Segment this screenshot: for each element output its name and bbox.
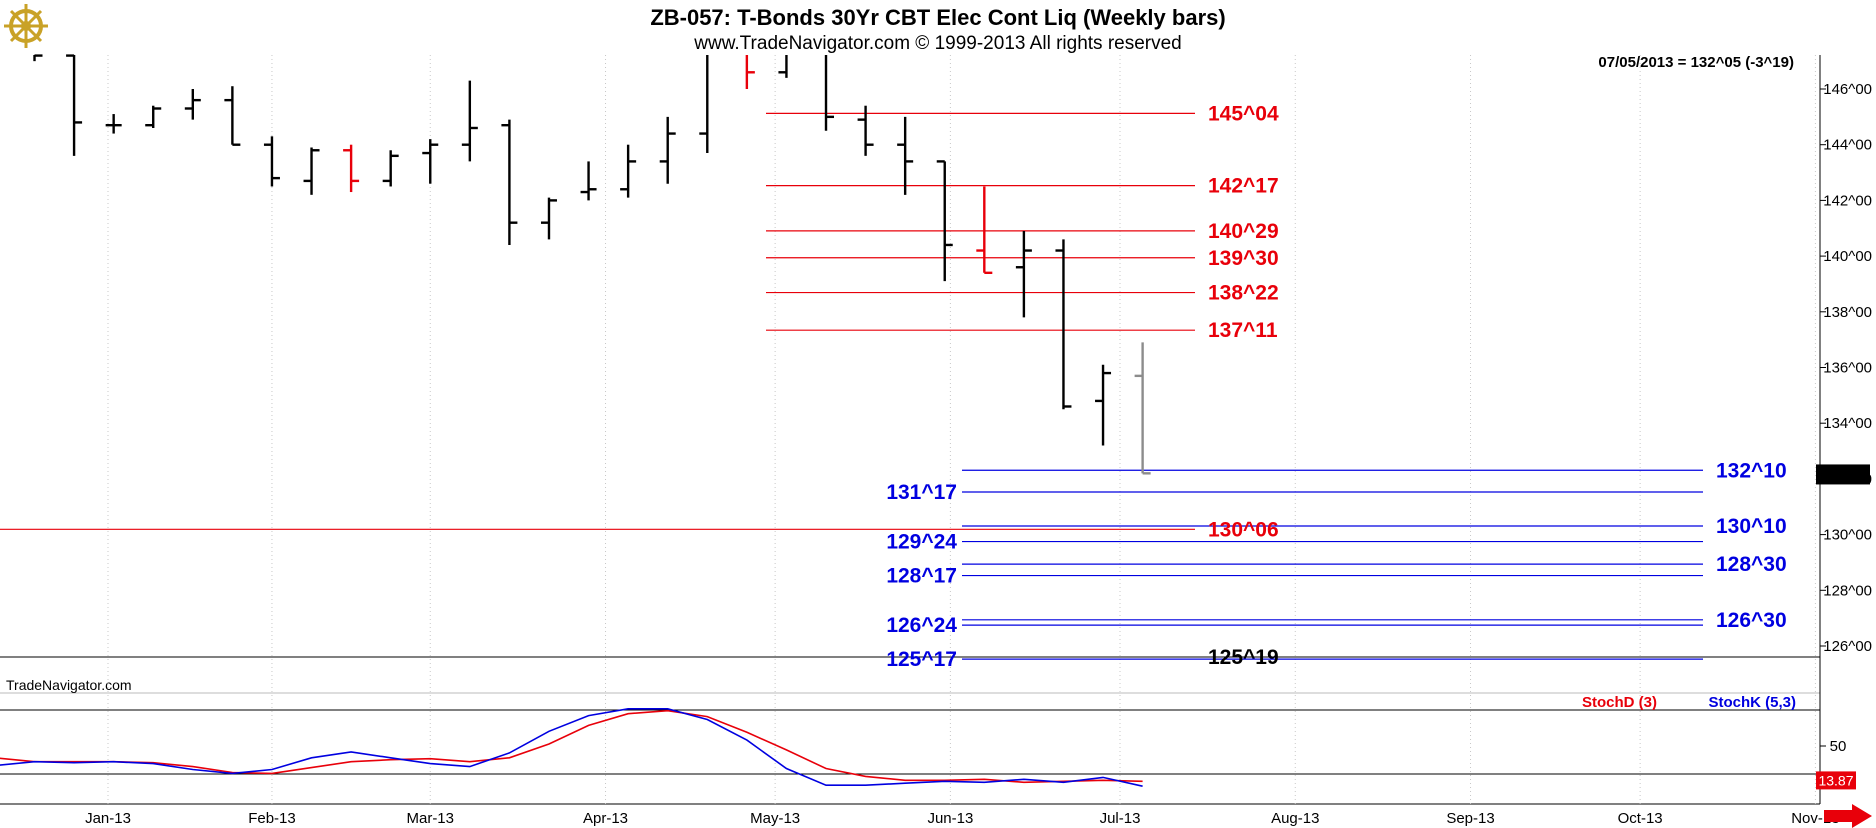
ohlc-bar [745, 55, 755, 89]
x-tick-label: Aug-13 [1271, 810, 1319, 827]
y-tick-label: 140^00 [1823, 248, 1872, 265]
ohlc-bar [145, 105, 162, 128]
ohlc-bar [857, 105, 874, 156]
long-black-label: 125^19 [1208, 646, 1279, 669]
y-tick-label: 146^00 [1823, 81, 1872, 98]
ohlc-bar [303, 147, 320, 195]
y-tick-label: 130^00 [1823, 527, 1872, 544]
support-label: 131^17 [886, 481, 957, 504]
x-tick-label: Oct-13 [1618, 810, 1663, 827]
y-tick-label: 128^00 [1823, 582, 1872, 599]
ohlc-bar [1015, 231, 1032, 318]
ohlc-bar [1095, 364, 1112, 446]
support-label: 128^17 [886, 565, 957, 588]
ohlc-bar [778, 55, 788, 78]
x-tick-label: Feb-13 [248, 810, 296, 827]
y-tick-label: 134^00 [1823, 415, 1872, 432]
resistance-label: 140^29 [1208, 220, 1279, 243]
scroll-right-arrow-icon[interactable] [1824, 804, 1872, 828]
x-tick-label: Jul-13 [1100, 810, 1141, 827]
ohlc-bar [105, 114, 122, 134]
last-price-badge-label: 132^05 [1819, 466, 1868, 483]
chart-subtitle: www.TradeNavigator.com © 1999-2013 All r… [693, 33, 1181, 54]
support-label: 126^30 [1716, 609, 1787, 632]
y-tick-label: 144^00 [1823, 137, 1872, 154]
support-label: 128^30 [1716, 553, 1787, 576]
resistance-label: 137^11 [1208, 319, 1278, 342]
ohlc-bar [620, 144, 637, 198]
ohlc-bar [824, 55, 835, 131]
x-tick-label: Apr-13 [583, 810, 628, 827]
chart-title: ZB-057: T-Bonds 30Yr CBT Elec Cont Liq (… [650, 5, 1225, 30]
stochd-badge [1816, 771, 1856, 790]
stochd-badge-label: 13.87 [1818, 772, 1853, 788]
x-tick-label: Jan-13 [85, 810, 131, 827]
legend-stochd: StochD (3) [1582, 694, 1657, 711]
support-label: 126^24 [886, 614, 957, 637]
ohlc-bar [382, 150, 399, 187]
ohlc-bar [343, 144, 360, 193]
resistance-label: 145^04 [1208, 102, 1279, 125]
long-red-label: 130^06 [1208, 518, 1279, 541]
ohlc-bars [33, 54, 1151, 475]
ohlc-bar [184, 89, 201, 120]
x-tick-label: Jun-13 [927, 810, 973, 827]
ohlc-bar [501, 119, 518, 245]
ohlc-bar [936, 160, 953, 282]
ohlc-bar [1055, 239, 1072, 410]
resistance-label: 139^30 [1208, 247, 1279, 270]
frames: TradeNavigator.com [0, 55, 1821, 805]
support-resistance-levels: 145^04 142^17 140^29 139^30 138^22 137^11 131^… [0, 102, 1787, 671]
stochk-line [0, 707, 1143, 787]
ohlc-bar [422, 139, 439, 184]
ohlc-bar [540, 197, 557, 240]
support-label: 125^17 [886, 648, 957, 671]
ohlc-bar [224, 86, 241, 146]
legend-stochk: StochK (5,3) [1708, 694, 1796, 711]
ohlc-bar [33, 54, 43, 62]
y-tick-label: 136^00 [1823, 360, 1872, 377]
ohlc-bar [580, 161, 597, 201]
x-tick-label: Sep-13 [1446, 810, 1494, 827]
last-price-info: 07/05/2013 = 132^05 (-3^19) [1598, 54, 1794, 71]
gridlines [107, 55, 1816, 804]
ohlc-bar [461, 80, 478, 162]
ohlc-bar [263, 136, 280, 187]
support-label: 130^10 [1716, 515, 1787, 538]
ohlc-bar [897, 116, 914, 195]
ohlc-bar [1134, 342, 1151, 475]
support-label: 132^10 [1716, 459, 1787, 482]
x-tick-label: May-13 [750, 810, 800, 827]
watermark: TradeNavigator.com [6, 677, 132, 693]
y-tick-label: 126^00 [1823, 638, 1872, 655]
ohlc-bar [976, 186, 993, 275]
last-price-badge [1816, 464, 1870, 485]
support-label: 129^24 [886, 531, 957, 554]
ohlc-bar [66, 54, 83, 156]
ohlc-bar [699, 55, 709, 154]
resistance-label: 142^17 [1208, 175, 1279, 198]
stochd-line [0, 709, 1143, 784]
x-tick-label: Mar-13 [406, 810, 454, 827]
resistance-label: 138^22 [1208, 282, 1279, 305]
ship-wheel-logo-icon [4, 4, 48, 48]
date-axis: Jan-13 Feb-13 Mar-13 Apr-13 May-13 Jun-13 Jul-… [85, 810, 1840, 827]
y-tick-label: 142^00 [1823, 192, 1872, 209]
stoch-y-tick: 50 [1830, 738, 1847, 755]
price-axis: 126^00128^00130^00132^00134^00136^00138^… [1816, 81, 1872, 655]
header: ZB-057: T-Bonds 30Yr CBT Elec Cont Liq (… [4, 4, 1794, 71]
ohlc-bar [659, 116, 676, 184]
y-tick-label: 138^00 [1823, 304, 1872, 321]
stochastics-panel: StochD (3) StochK (5,3) 50 13.87 [0, 694, 1856, 790]
